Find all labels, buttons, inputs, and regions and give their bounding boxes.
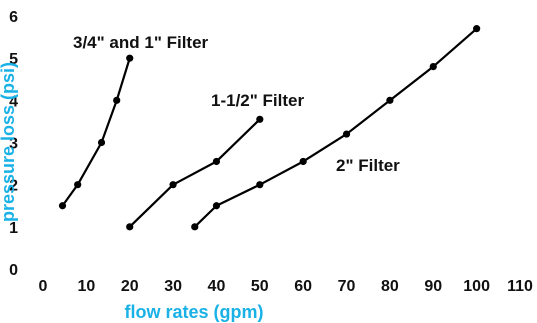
y-tick-labels: 0 1 2 3 4 5 6 bbox=[9, 9, 18, 279]
data-point bbox=[113, 96, 121, 104]
data-point bbox=[212, 157, 221, 166]
series-label-3-4-and-1-filter: 3/4" and 1" Filter bbox=[73, 33, 209, 52]
series-line-0 bbox=[61, 57, 131, 207]
data-point bbox=[429, 63, 437, 71]
x-tick-label: 30 bbox=[164, 278, 182, 295]
x-tick-label: 10 bbox=[77, 278, 95, 295]
data-point bbox=[256, 115, 264, 123]
data-point bbox=[74, 181, 82, 189]
x-tick-labels: 0 10 20 30 40 50 60 70 80 90 100 110 bbox=[39, 278, 533, 295]
x-tick-label: 60 bbox=[294, 278, 312, 295]
data-point bbox=[58, 202, 67, 210]
data-point bbox=[126, 54, 134, 62]
data-point bbox=[97, 138, 106, 147]
series-line-1 bbox=[128, 118, 261, 228]
x-tick-label: 100 bbox=[463, 278, 490, 295]
x-tick-label: 90 bbox=[424, 278, 442, 295]
y-tick-label: 1 bbox=[9, 220, 18, 237]
x-axis-title: flow rates (gpm) bbox=[124, 302, 263, 322]
x-tick-label: 0 bbox=[39, 278, 48, 295]
series-line-2 bbox=[194, 27, 478, 228]
data-point bbox=[386, 96, 394, 104]
x-tick-label: 80 bbox=[381, 278, 399, 295]
x-tick-label: 50 bbox=[251, 278, 269, 295]
data-point bbox=[342, 130, 351, 138]
series-layer bbox=[58, 25, 481, 231]
series-label-2-filter: 2" Filter bbox=[336, 156, 400, 175]
x-tick-label: 20 bbox=[121, 278, 139, 295]
data-point bbox=[473, 25, 481, 33]
y-tick-label: 5 bbox=[9, 51, 18, 68]
data-point bbox=[169, 181, 177, 189]
y-tick-label: 2 bbox=[9, 178, 18, 195]
y-tick-label: 0 bbox=[9, 262, 18, 279]
y-tick-label: 3 bbox=[9, 136, 18, 153]
x-tick-label: 70 bbox=[338, 278, 356, 295]
data-point bbox=[212, 202, 221, 210]
y-tick-label: 6 bbox=[9, 9, 18, 26]
data-point bbox=[299, 157, 307, 166]
data-point bbox=[256, 181, 264, 189]
y-axis-title: pressure loss (psi) bbox=[0, 62, 18, 222]
data-point bbox=[126, 223, 134, 231]
x-tick-label: 40 bbox=[208, 278, 226, 295]
x-tick-label: 110 bbox=[507, 278, 533, 295]
series-labels: 3/4" and 1" Filter 1-1/2" Filter 2" Filt… bbox=[73, 33, 400, 175]
data-point bbox=[191, 223, 199, 231]
y-tick-label: 4 bbox=[9, 93, 18, 110]
series-label-1-1-2-filter: 1-1/2" Filter bbox=[211, 91, 304, 110]
